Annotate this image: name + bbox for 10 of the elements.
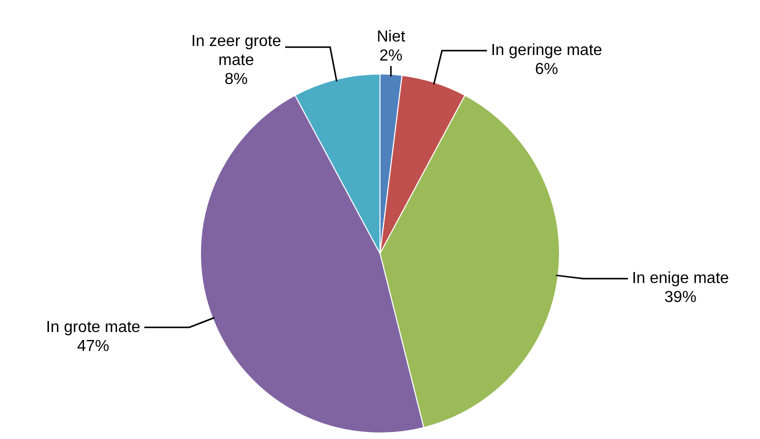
data-label: 39% (664, 289, 696, 306)
slice-label: In enige mate (632, 270, 730, 288)
slice-label: In zeer grote mate (191, 32, 282, 69)
data-label: 2% (379, 47, 402, 64)
data-label: 47% (77, 338, 110, 355)
data-label: 8% (224, 70, 248, 88)
slice-label: Niet (376, 28, 406, 46)
data-label: 6% (535, 61, 558, 78)
slice-label: In geringe mate (490, 42, 602, 60)
slice-label: In grote mate (46, 318, 140, 336)
